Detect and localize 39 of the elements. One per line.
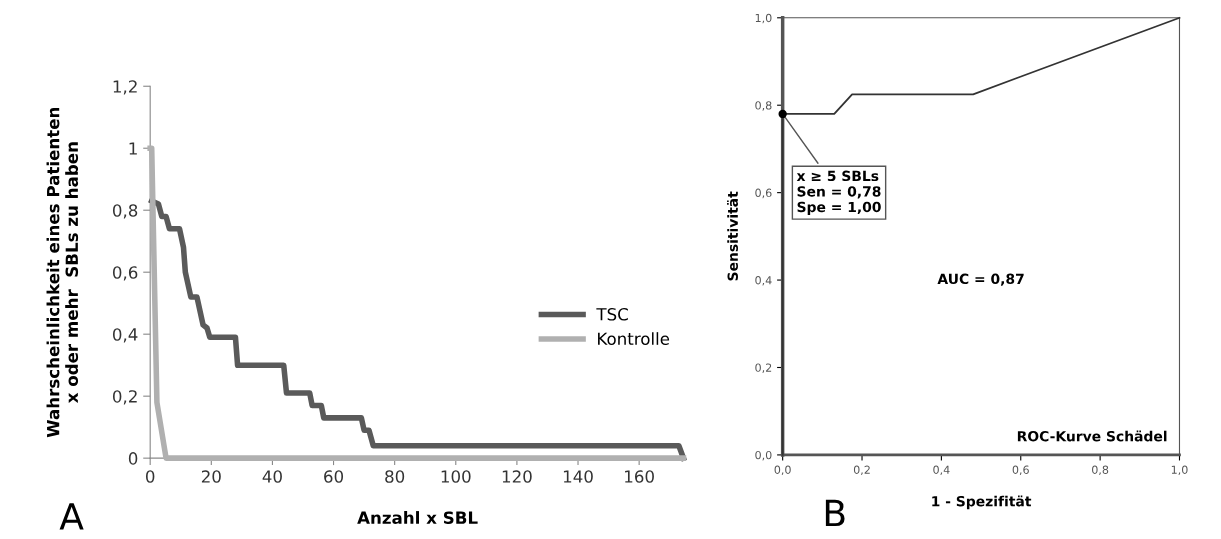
y-tick-label: 0,8: [112, 204, 138, 219]
x-tick-label: 60: [324, 470, 344, 483]
y-tick-label: 0,4: [755, 276, 772, 286]
x-tick-label: 80: [385, 470, 405, 483]
y-tick-label: 0,4: [112, 328, 138, 343]
x-axis-title: Anzahl x SBL: [357, 511, 478, 524]
text: A: [59, 503, 84, 530]
x-axis-title: 1 - Spezifität: [932, 495, 1032, 510]
y-tick-label: 0,6: [112, 266, 138, 281]
annotation: x ≥ 5 SBLs Sen = 0,78 Spe = 1,00: [796, 170, 881, 215]
x-tick-label: 1,0: [1171, 465, 1188, 476]
y-axis-title: Wahrscheinlichkeit eines Patienten x oder mehr SBLs zu haben: [46, 107, 79, 438]
text: B: [825, 499, 845, 527]
x-tick-label: 160: [625, 470, 654, 483]
x-tick-label: 100: [441, 470, 471, 483]
y-tick-label: 0,0: [755, 450, 772, 461]
legend-label: Kontrolle: [598, 332, 670, 346]
y-tick-label: 0: [128, 452, 138, 465]
y-tick-label: 0,6: [755, 188, 772, 199]
x-tick-label: 0,8: [1092, 465, 1109, 476]
x-tick-label: 0,0: [774, 465, 791, 476]
y-tick-label: 0,2: [112, 390, 137, 405]
x-tick-label: 0,2: [853, 465, 870, 476]
y-tick-label: 1,2: [113, 80, 137, 95]
y-tick-label: 0,2: [755, 363, 772, 373]
y-tick-label: 1: [129, 142, 137, 155]
x-tick-label: 0,4: [933, 465, 950, 476]
y-tick-label: 1,0: [755, 13, 772, 24]
y-tick-label: 0,8: [755, 101, 772, 111]
x-tick-label: 140: [563, 470, 593, 483]
x-tick-label: 120: [502, 470, 532, 483]
legend-label: TSC: [596, 307, 628, 321]
x-tick-label: 0: [145, 470, 155, 483]
x-tick-label: 0,6: [1012, 465, 1029, 476]
x-tick-label: 20: [201, 470, 221, 483]
annotation: AUC = 0,87: [937, 273, 1024, 286]
y-axis-title: Sensitivität: [727, 191, 738, 281]
x-tick-label: 40: [262, 470, 282, 483]
annotation: ROC-Kurve Schädel: [1017, 430, 1167, 442]
